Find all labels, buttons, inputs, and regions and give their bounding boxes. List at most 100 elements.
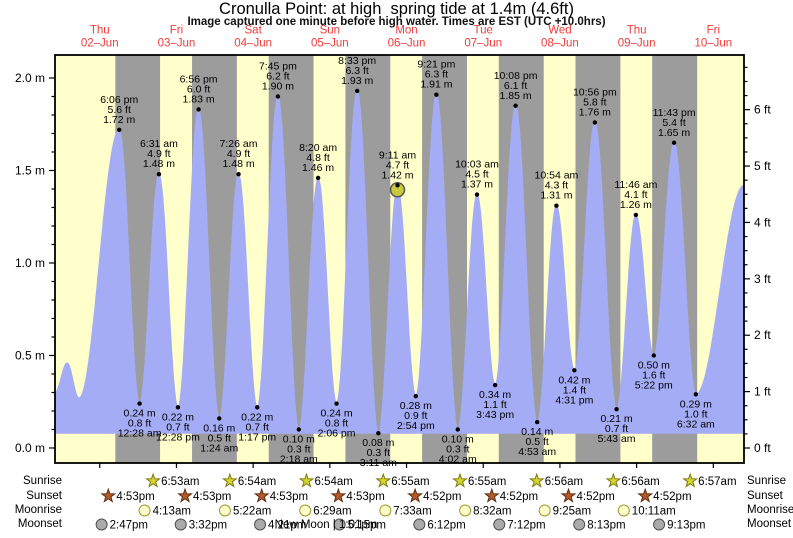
- low-tide-dot: [175, 405, 181, 410]
- day-label-date: 10–Jun: [694, 38, 732, 50]
- moonrise-time-label: 4:13am: [153, 506, 191, 518]
- high-tide-dot: [156, 172, 162, 177]
- sunset-time-label: 4:53pm: [116, 491, 154, 503]
- low-tide-ft-label: 0.3 ft: [287, 444, 310, 456]
- high-tide-dot: [554, 203, 559, 208]
- high-tide-ft-label: 6.2 ft: [266, 71, 289, 83]
- high-tide-m-label: 1.37 m: [461, 179, 493, 191]
- sunrise-star-icon: [145, 472, 161, 488]
- high-tide-m-label: 1.91 m: [420, 79, 452, 91]
- low-tide-ft-label: 0.3 ft: [367, 447, 390, 459]
- low-tide-dot: [334, 401, 339, 406]
- moonrise-label-left: Moonrise: [14, 504, 62, 516]
- day-label-weekday: Thu: [90, 25, 110, 37]
- high-tide-time-label: 6:56 pm: [180, 73, 218, 85]
- low-tide-m-label: 0.42 m: [558, 374, 590, 386]
- high-tide-ft-label: 6.3 ft: [425, 69, 448, 81]
- left-axis-tick-label: 0.0 m: [15, 441, 45, 455]
- low-tide-m-label: 0.29 m: [680, 398, 712, 410]
- moonset-moon-icon: [95, 518, 108, 531]
- high-tide-dot: [315, 175, 321, 181]
- sunrise-time-label: 6:57am: [698, 476, 736, 488]
- high-tide-ft-label: 5.4 ft: [662, 117, 685, 129]
- sunset-star-icon: [560, 487, 577, 503]
- low-tide-m-label: 0.34 m: [479, 389, 511, 401]
- low-tide-dot: [137, 401, 142, 406]
- high-tide-m-label: 1.65 m: [658, 127, 690, 139]
- low-tide-dot: [455, 427, 460, 432]
- low-tide-time-label: 4:31 pm: [555, 394, 593, 406]
- low-tide-m-label: 0.28 m: [400, 400, 432, 412]
- low-tide-time-label: 2:18 am: [280, 454, 318, 466]
- high-tide-time-label: 11:43 pm: [653, 107, 696, 119]
- low-tide-ft-label: 0.8 ft: [128, 418, 151, 430]
- sunset-star-icon: [100, 487, 117, 503]
- moonrise-moon-icon: [538, 504, 551, 517]
- low-tide-time-label: 12:28 am: [118, 428, 162, 440]
- sunrise-star-icon: [682, 472, 699, 488]
- low-tide-ft-label: 1.4 ft: [563, 384, 586, 396]
- moonrise-time-label: 10:11am: [632, 506, 676, 518]
- high-tide-dot: [354, 88, 360, 94]
- sunrise-star-icon: [605, 472, 622, 488]
- moonrise-time-label: 5:22am: [233, 506, 271, 518]
- left-axis-tick-label: 2.0 m: [15, 71, 45, 85]
- high-tide-ft-label: 4.1 ft: [624, 189, 647, 201]
- sunset-star-icon: [407, 487, 424, 503]
- day-label-weekday: Sat: [245, 25, 263, 37]
- moonset-moon-icon: [653, 518, 666, 531]
- low-tide-ft-label: 0.9 ft: [404, 410, 427, 422]
- high-tide-ft-label: 4.3 ft: [545, 180, 568, 192]
- low-tide-m-label: 0.10 m: [442, 434, 474, 446]
- sunset-star-icon: [177, 487, 193, 503]
- low-tide-dot: [255, 405, 260, 410]
- chart-frame: [54, 54, 745, 464]
- high-tide-ft-label: 4.9 ft: [227, 148, 250, 160]
- right-axis-tick-label: 1 ft: [754, 385, 771, 399]
- sunset-star-icon: [330, 487, 347, 503]
- low-tide-ft-label: 0.7 ft: [605, 423, 628, 435]
- low-tide-time-label: 6:32 am: [677, 418, 715, 430]
- moonrise-moon-icon: [379, 504, 392, 517]
- sunrise-star-icon: [375, 472, 392, 488]
- high-tide-ft-label: 5.6 ft: [108, 104, 131, 116]
- high-tide-time-label: 9:21 pm: [417, 59, 455, 71]
- high-tide-time-label: 11:46 am: [614, 179, 657, 191]
- low-tide-ft-label: 0.7 ft: [166, 421, 189, 433]
- high-tide-time-label: 7:26 am: [220, 138, 258, 150]
- high-tide-time-label: 10:54 am: [535, 170, 579, 182]
- high-tide-ft-label: 6.1 ft: [504, 80, 527, 92]
- moonset-moon-icon: [333, 518, 346, 531]
- right-axis-tick-label: 4 ft: [754, 215, 771, 229]
- chart-subtitle: Image captured one minute before high wa…: [187, 16, 606, 28]
- left-axis-tick-label: 1.0 m: [15, 256, 45, 270]
- high-tide-m-label: 1.48 m: [222, 158, 254, 170]
- moonrise-moon-icon: [138, 504, 151, 517]
- moonrise-moon-icon: [617, 504, 630, 517]
- new-moon-annotation: New Moon | 1:01pm: [274, 519, 378, 531]
- low-tide-ft-label: 0.5 ft: [525, 436, 548, 448]
- high-tide-time-label: 10:03 am: [455, 159, 499, 171]
- moonrise-moon-icon: [459, 504, 472, 517]
- high-tide-time-label: 8:33 pm: [338, 55, 376, 67]
- high-tide-ft-label: 4.8 ft: [306, 152, 329, 164]
- low-tide-ft-label: 0.7 ft: [246, 421, 269, 433]
- low-tide-time-label: 1:17 pm: [238, 431, 276, 443]
- low-tide-time-label: 3:43 pm: [476, 409, 514, 421]
- high-tide-m-label: 1.26 m: [620, 199, 652, 211]
- day-label-weekday: Mon: [395, 25, 417, 37]
- high-tide-dot: [236, 172, 241, 177]
- high-tide-time-label: 7:45 pm: [259, 61, 297, 73]
- high-tide-m-label: 1.48 m: [143, 158, 175, 170]
- sunrise-star-icon: [221, 472, 238, 488]
- moonrise-label-right: Moonrise: [747, 504, 793, 516]
- day-label-weekday: Tue: [474, 25, 493, 37]
- sunrise-star-icon: [528, 472, 545, 488]
- high-tide-time-label: 8:20 am: [299, 142, 337, 154]
- moonset-time-label: 5:15pm: [348, 520, 386, 532]
- high-tide-m-label: 1.85 m: [500, 90, 532, 102]
- high-tide-m-label: 1.46 m: [302, 162, 334, 174]
- high-tide-time-label: 9:11 am: [379, 149, 416, 161]
